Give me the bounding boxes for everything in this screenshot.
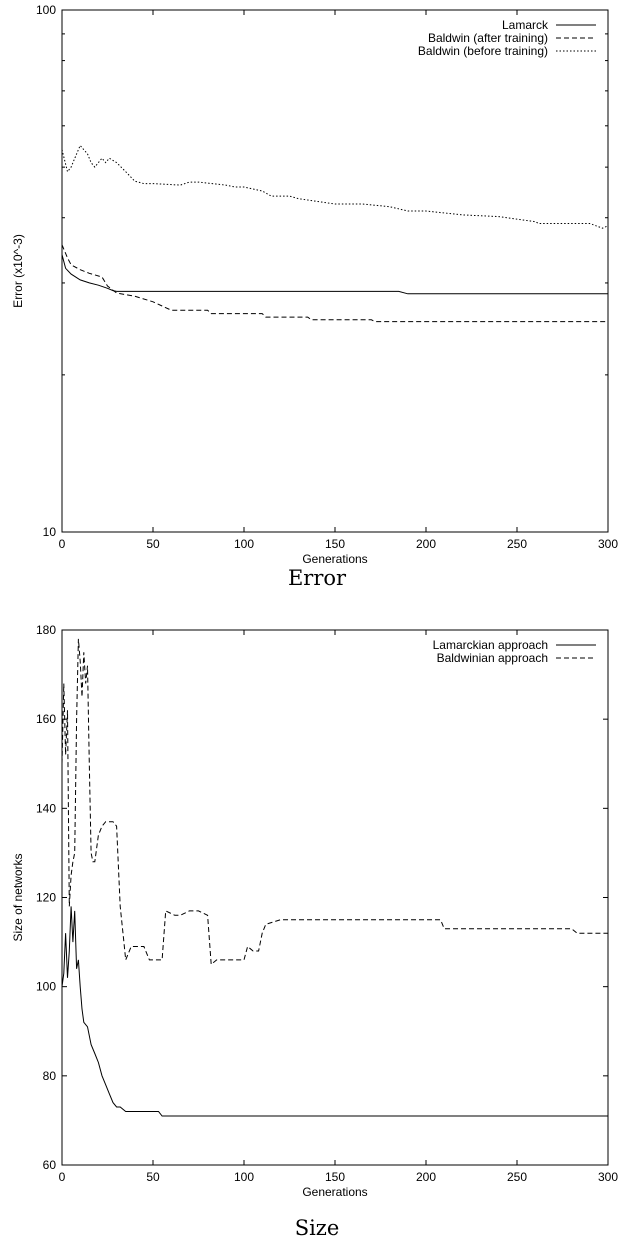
x-tick-label: 200 xyxy=(416,1170,436,1184)
x-axis-label: Generations xyxy=(302,1185,367,1199)
series-line-2 xyxy=(61,638,608,966)
y-axis-label: Size of networks xyxy=(11,853,25,941)
y-tick-label: 80 xyxy=(43,1069,57,1083)
x-axis-label: Generations xyxy=(302,552,367,566)
y-tick-label: 120 xyxy=(36,891,56,905)
x-tick-label: 300 xyxy=(598,1170,618,1184)
size-chart-panel: 0 50 100 150 200 250 300 60 80 100 120 140 160 180 Gen… xyxy=(0,604,634,1247)
x-tick-label: 250 xyxy=(507,1170,527,1184)
legend-label-2: Baldwinian approach xyxy=(437,651,548,665)
y-tick-label: 180 xyxy=(36,623,56,637)
y-tick-label: 100 xyxy=(36,980,56,994)
legend-label-2: Baldwin (after training) xyxy=(428,31,548,45)
x-tick-label: 250 xyxy=(507,537,527,551)
x-tick-label: 0 xyxy=(59,537,66,551)
size-chart: 0 50 100 150 200 250 300 60 80 100 120 140 160 180 Gen… xyxy=(11,623,618,1199)
plot-frame xyxy=(61,9,609,533)
y-tick-label: 160 xyxy=(36,712,56,726)
y-tick-label: 100 xyxy=(36,3,56,17)
y-tick-label: 140 xyxy=(36,801,56,815)
x-tick-label: 100 xyxy=(234,537,254,551)
legend-label-1: Lamarckian approach xyxy=(433,638,548,652)
plot-frame xyxy=(61,629,609,1166)
legend-label-3: Baldwin (before training) xyxy=(418,44,548,58)
size-chart-caption: Size xyxy=(294,1216,340,1240)
x-tick-label: 50 xyxy=(146,1170,160,1184)
series-line-2 xyxy=(61,244,608,323)
y-axis-label: Error (x10^-3) xyxy=(11,234,25,308)
x-tick-label: 100 xyxy=(234,1170,254,1184)
x-tick-label: 150 xyxy=(325,537,345,551)
x-tick-label: 200 xyxy=(416,537,436,551)
x-tick-label: 150 xyxy=(325,1170,345,1184)
y-tick-label: 10 xyxy=(43,525,57,539)
error-chart-caption: Error xyxy=(287,566,347,590)
x-tick-label: 300 xyxy=(598,537,618,551)
error-chart-panel: 0 50 100 150 200 250 300 10 100 Generations Error … xyxy=(0,0,634,598)
legend-label-1: Lamarck xyxy=(502,18,549,32)
series-line-1 xyxy=(61,254,608,295)
x-tick-label: 50 xyxy=(146,537,160,551)
series-line-1 xyxy=(61,906,608,1117)
x-tick-label: 0 xyxy=(59,1170,66,1184)
series-line-3 xyxy=(61,144,609,229)
error-chart: 0 50 100 150 200 250 300 10 100 Generations Error … xyxy=(11,3,618,566)
y-tick-label: 60 xyxy=(43,1158,57,1172)
